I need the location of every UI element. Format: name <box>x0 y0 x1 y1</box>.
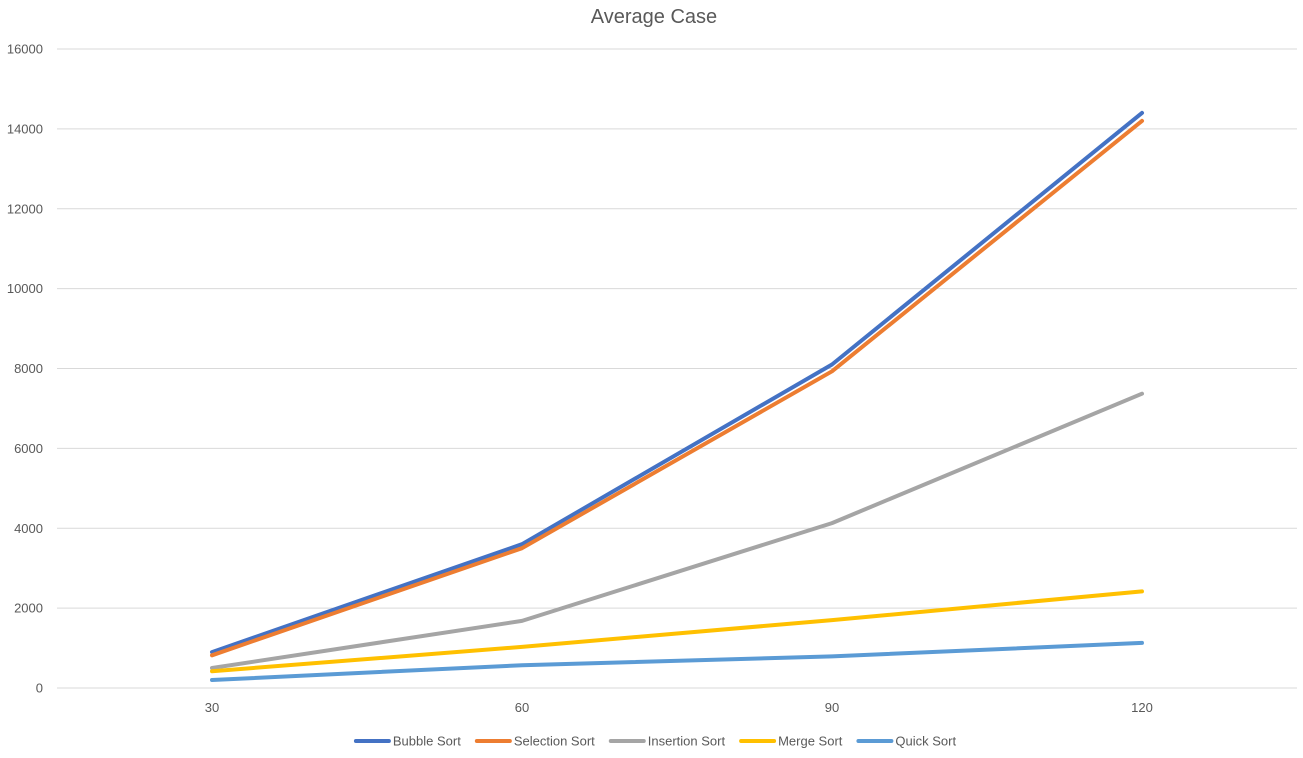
series-line-merge-sort <box>210 589 1144 674</box>
series-line-selection-sort <box>210 118 1144 658</box>
series-line-quick-sort <box>210 640 1144 682</box>
y-tick-label: 6000 <box>14 441 43 456</box>
legend-label: Insertion Sort <box>648 734 726 749</box>
gridlines <box>57 48 1297 689</box>
y-tick-label: 10000 <box>7 281 43 296</box>
legend-label: Merge Sort <box>778 734 843 749</box>
legend-label: Bubble Sort <box>393 734 461 749</box>
y-axis-ticks: 0 2000 4000 6000 8000 10000 12000 14000 16000 <box>7 42 43 696</box>
legend-label: Quick Sort <box>895 734 956 749</box>
legend-item-quick-sort: Quick Sort <box>856 734 956 749</box>
y-tick-label: 4000 <box>14 521 43 536</box>
y-tick-label: 8000 <box>14 361 43 376</box>
legend-item-insertion-sort: Insertion Sort <box>608 734 726 749</box>
y-tick-label: 16000 <box>7 42 43 57</box>
legend-item-bubble-sort: Bubble Sort <box>353 734 461 749</box>
series-line-insertion-sort <box>210 391 1144 670</box>
x-tick-label: 60 <box>515 700 529 715</box>
series-line-bubble-sort <box>210 110 1144 655</box>
legend-label: Selection Sort <box>514 734 595 749</box>
legend-item-selection-sort: Selection Sort <box>474 734 595 749</box>
chart-title: Average Case <box>591 6 717 28</box>
x-axis-ticks: 30 60 90 120 <box>205 700 1153 715</box>
y-tick-label: 0 <box>36 681 43 696</box>
y-tick-label: 14000 <box>7 121 43 136</box>
y-tick-label: 2000 <box>14 601 43 616</box>
x-tick-label: 120 <box>1131 700 1153 715</box>
x-tick-label: 30 <box>205 700 219 715</box>
y-tick-label: 12000 <box>7 201 43 216</box>
x-tick-label: 90 <box>825 700 839 715</box>
legend: Bubble Sort Selection Sort Insertion Sort M… <box>353 734 956 749</box>
legend-item-merge-sort: Merge Sort <box>739 734 843 749</box>
series-lines <box>210 110 1144 682</box>
